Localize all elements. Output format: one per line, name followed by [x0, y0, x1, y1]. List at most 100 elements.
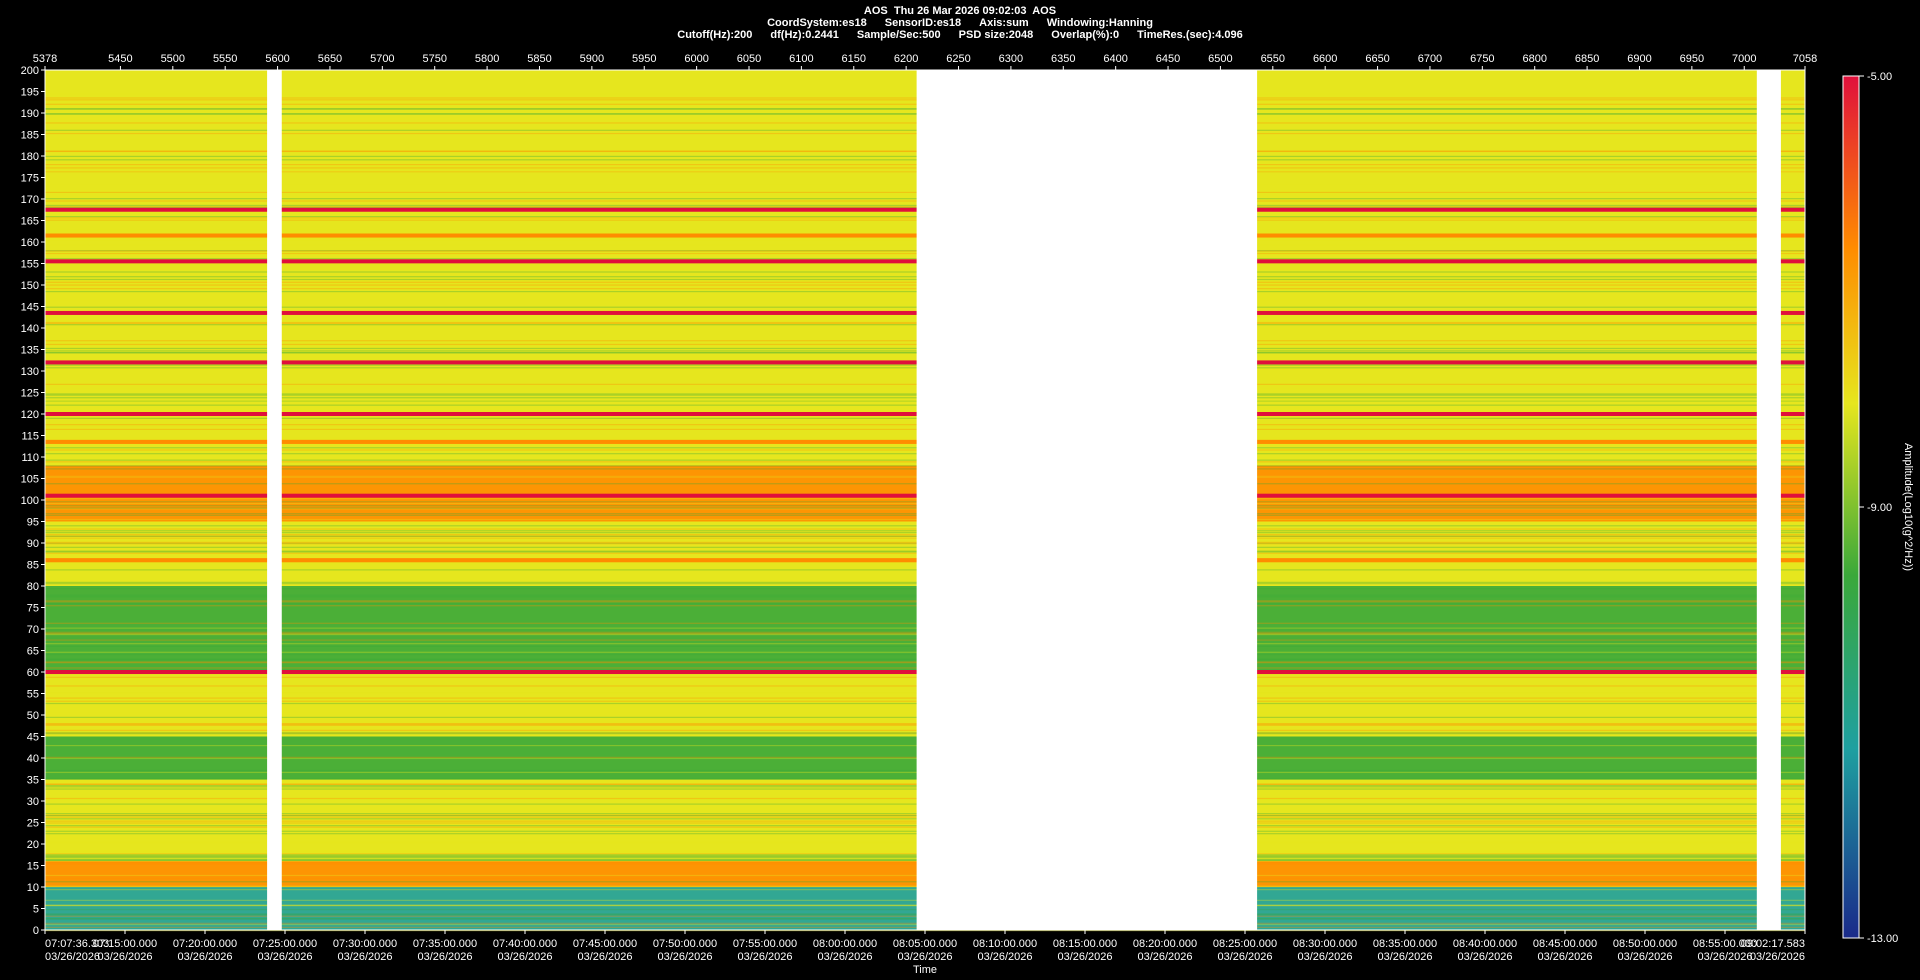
- top-tick-label: 5750: [422, 53, 446, 65]
- bottom-tick-time: 08:40:00.000: [1453, 938, 1517, 950]
- y-tick-label: 115: [21, 431, 39, 443]
- top-tick-label: 5800: [475, 53, 499, 65]
- bottom-tick-time: 08:15:00.000: [1053, 938, 1117, 950]
- bottom-tick-date: 03/26/2026: [337, 951, 392, 963]
- y-tick-label: 190: [21, 108, 39, 120]
- bottom-tick-time: 07:30:00.000: [333, 938, 397, 950]
- data-gaps: [267, 70, 1781, 930]
- y-tick-label: 185: [21, 130, 39, 142]
- x-axis-label: Time: [913, 964, 937, 976]
- top-tick-label: 5450: [108, 53, 132, 65]
- top-tick-label: 7058: [1793, 53, 1817, 65]
- header-title: AOS Thu 26 Mar 2026 09:02:03 AOS: [863, 5, 1057, 17]
- header-setting-3: Windowing:Hanning: [1046, 17, 1153, 29]
- y-tick-label: 85: [27, 560, 39, 572]
- top-tick-label: 5950: [632, 53, 656, 65]
- header-setting-1: SensorID:es18: [884, 17, 962, 29]
- bottom-tick-date: 03/26/2026: [577, 951, 632, 963]
- bottom-tick-date: 03/26/2026: [657, 951, 712, 963]
- top-tick-label: 6750: [1470, 53, 1494, 65]
- y-tick-label: 195: [21, 87, 39, 99]
- bottom-tick-time: 07:45:00.000: [573, 938, 637, 950]
- header-setting-2: Axis:sum: [979, 17, 1029, 29]
- y-tick-label: 55: [27, 689, 39, 701]
- top-tick-label: 6000: [684, 53, 708, 65]
- top-tick-label: 5900: [580, 53, 604, 65]
- data-gap: [1756, 70, 1781, 930]
- y-tick-label: 45: [27, 732, 39, 744]
- bottom-tick-date: 03/26/2026: [417, 951, 472, 963]
- y-tick-label: 20: [27, 839, 39, 851]
- top-tick-label: 6650: [1365, 53, 1389, 65]
- y-tick-label: 100: [21, 495, 39, 507]
- bottom-tick-date: 03/26/2026: [1537, 951, 1592, 963]
- y-tick-label: 35: [27, 775, 39, 787]
- header-parameter-4: Overlap(%):0: [1051, 29, 1120, 41]
- top-tick-label: 5600: [265, 53, 289, 65]
- bottom-tick-date: 03/26/2026: [1297, 951, 1352, 963]
- y-tick-label: 5: [33, 904, 39, 916]
- data-gap: [267, 70, 282, 930]
- top-tick-label: 6550: [1261, 53, 1285, 65]
- bottom-tick-date: 03/26/2026: [1697, 951, 1752, 963]
- bottom-tick-date: 03/26/2026: [257, 951, 312, 963]
- bottom-tick-time: 08:50:00.000: [1613, 938, 1677, 950]
- axes: 2001951901851801751701651601551501451401…: [21, 53, 1818, 976]
- top-tick-label: 5650: [318, 53, 342, 65]
- header-settings-line: CoordSystem:es18 SensorID:es18 Axis:sum Win…: [0, 17, 1920, 30]
- top-tick-label: 6900: [1627, 53, 1651, 65]
- header-parameter-0: Cutoff(Hz):200: [677, 29, 753, 41]
- bottom-tick-time: 08:35:00.000: [1373, 938, 1437, 950]
- y-tick-label: 165: [21, 216, 39, 228]
- bottom-tick-time: 07:25:00.000: [253, 938, 317, 950]
- y-tick-label: 40: [27, 753, 39, 765]
- colorbar-tick-label: -13.00: [1867, 933, 1898, 945]
- y-tick-label: 180: [21, 151, 39, 163]
- header-setting-0: CoordSystem:es18: [767, 17, 867, 29]
- bottom-tick-time: 08:25:00.000: [1213, 938, 1277, 950]
- y-tick-label: 150: [21, 280, 39, 292]
- bottom-tick-date: 03/26/2026: [737, 951, 792, 963]
- top-tick-label: 5500: [161, 53, 185, 65]
- top-tick-label: 6850: [1575, 53, 1599, 65]
- top-tick-label: 5850: [527, 53, 551, 65]
- top-tick-label: 6150: [842, 53, 866, 65]
- bottom-tick-date: 03/26/2026: [977, 951, 1032, 963]
- y-tick-label: 80: [27, 581, 39, 593]
- y-tick-label: 125: [21, 388, 39, 400]
- bottom-tick-date: 03/26/2026: [97, 951, 152, 963]
- bottom-tick-time: 07:35:00.000: [413, 938, 477, 950]
- y-tick-label: 160: [21, 237, 39, 249]
- top-tick-label: 6300: [999, 53, 1023, 65]
- y-tick-label: 110: [21, 452, 39, 464]
- y-tick-label: 30: [27, 796, 39, 808]
- bottom-tick-time: 09:02:17.583: [1741, 938, 1805, 950]
- top-tick-label: 6400: [1103, 53, 1127, 65]
- top-tick-label: 6450: [1156, 53, 1180, 65]
- y-tick-label: 70: [27, 624, 39, 636]
- bottom-tick-time: 08:20:00.000: [1133, 938, 1197, 950]
- y-tick-label: 120: [21, 409, 39, 421]
- y-tick-label: 10: [27, 882, 39, 894]
- top-tick-label: 6200: [894, 53, 918, 65]
- y-tick-label: 145: [21, 302, 39, 314]
- y-tick-label: 135: [21, 345, 39, 357]
- top-tick-label: 5378: [33, 53, 57, 65]
- bottom-tick-date: 03/26/2026: [1377, 951, 1432, 963]
- bottom-tick-time: 07:55:00.000: [733, 938, 797, 950]
- y-tick-label: 105: [21, 474, 39, 486]
- bottom-tick-date: 03/26/2026: [1057, 951, 1112, 963]
- bottom-tick-time: 08:45:00.000: [1533, 938, 1597, 950]
- top-tick-label: 6100: [789, 53, 813, 65]
- colorbar-tick-label: -5.00: [1867, 71, 1892, 83]
- y-tick-label: 200: [21, 65, 39, 77]
- header-parameter-1: df(Hz):0.2441: [770, 29, 839, 41]
- bottom-tick-date: 03/26/2026: [1137, 951, 1192, 963]
- top-tick-label: 6950: [1680, 53, 1704, 65]
- y-tick-label: 25: [27, 818, 39, 830]
- top-tick-label: 6800: [1522, 53, 1546, 65]
- y-tick-label: 155: [21, 259, 39, 271]
- top-tick-label: 6250: [946, 53, 970, 65]
